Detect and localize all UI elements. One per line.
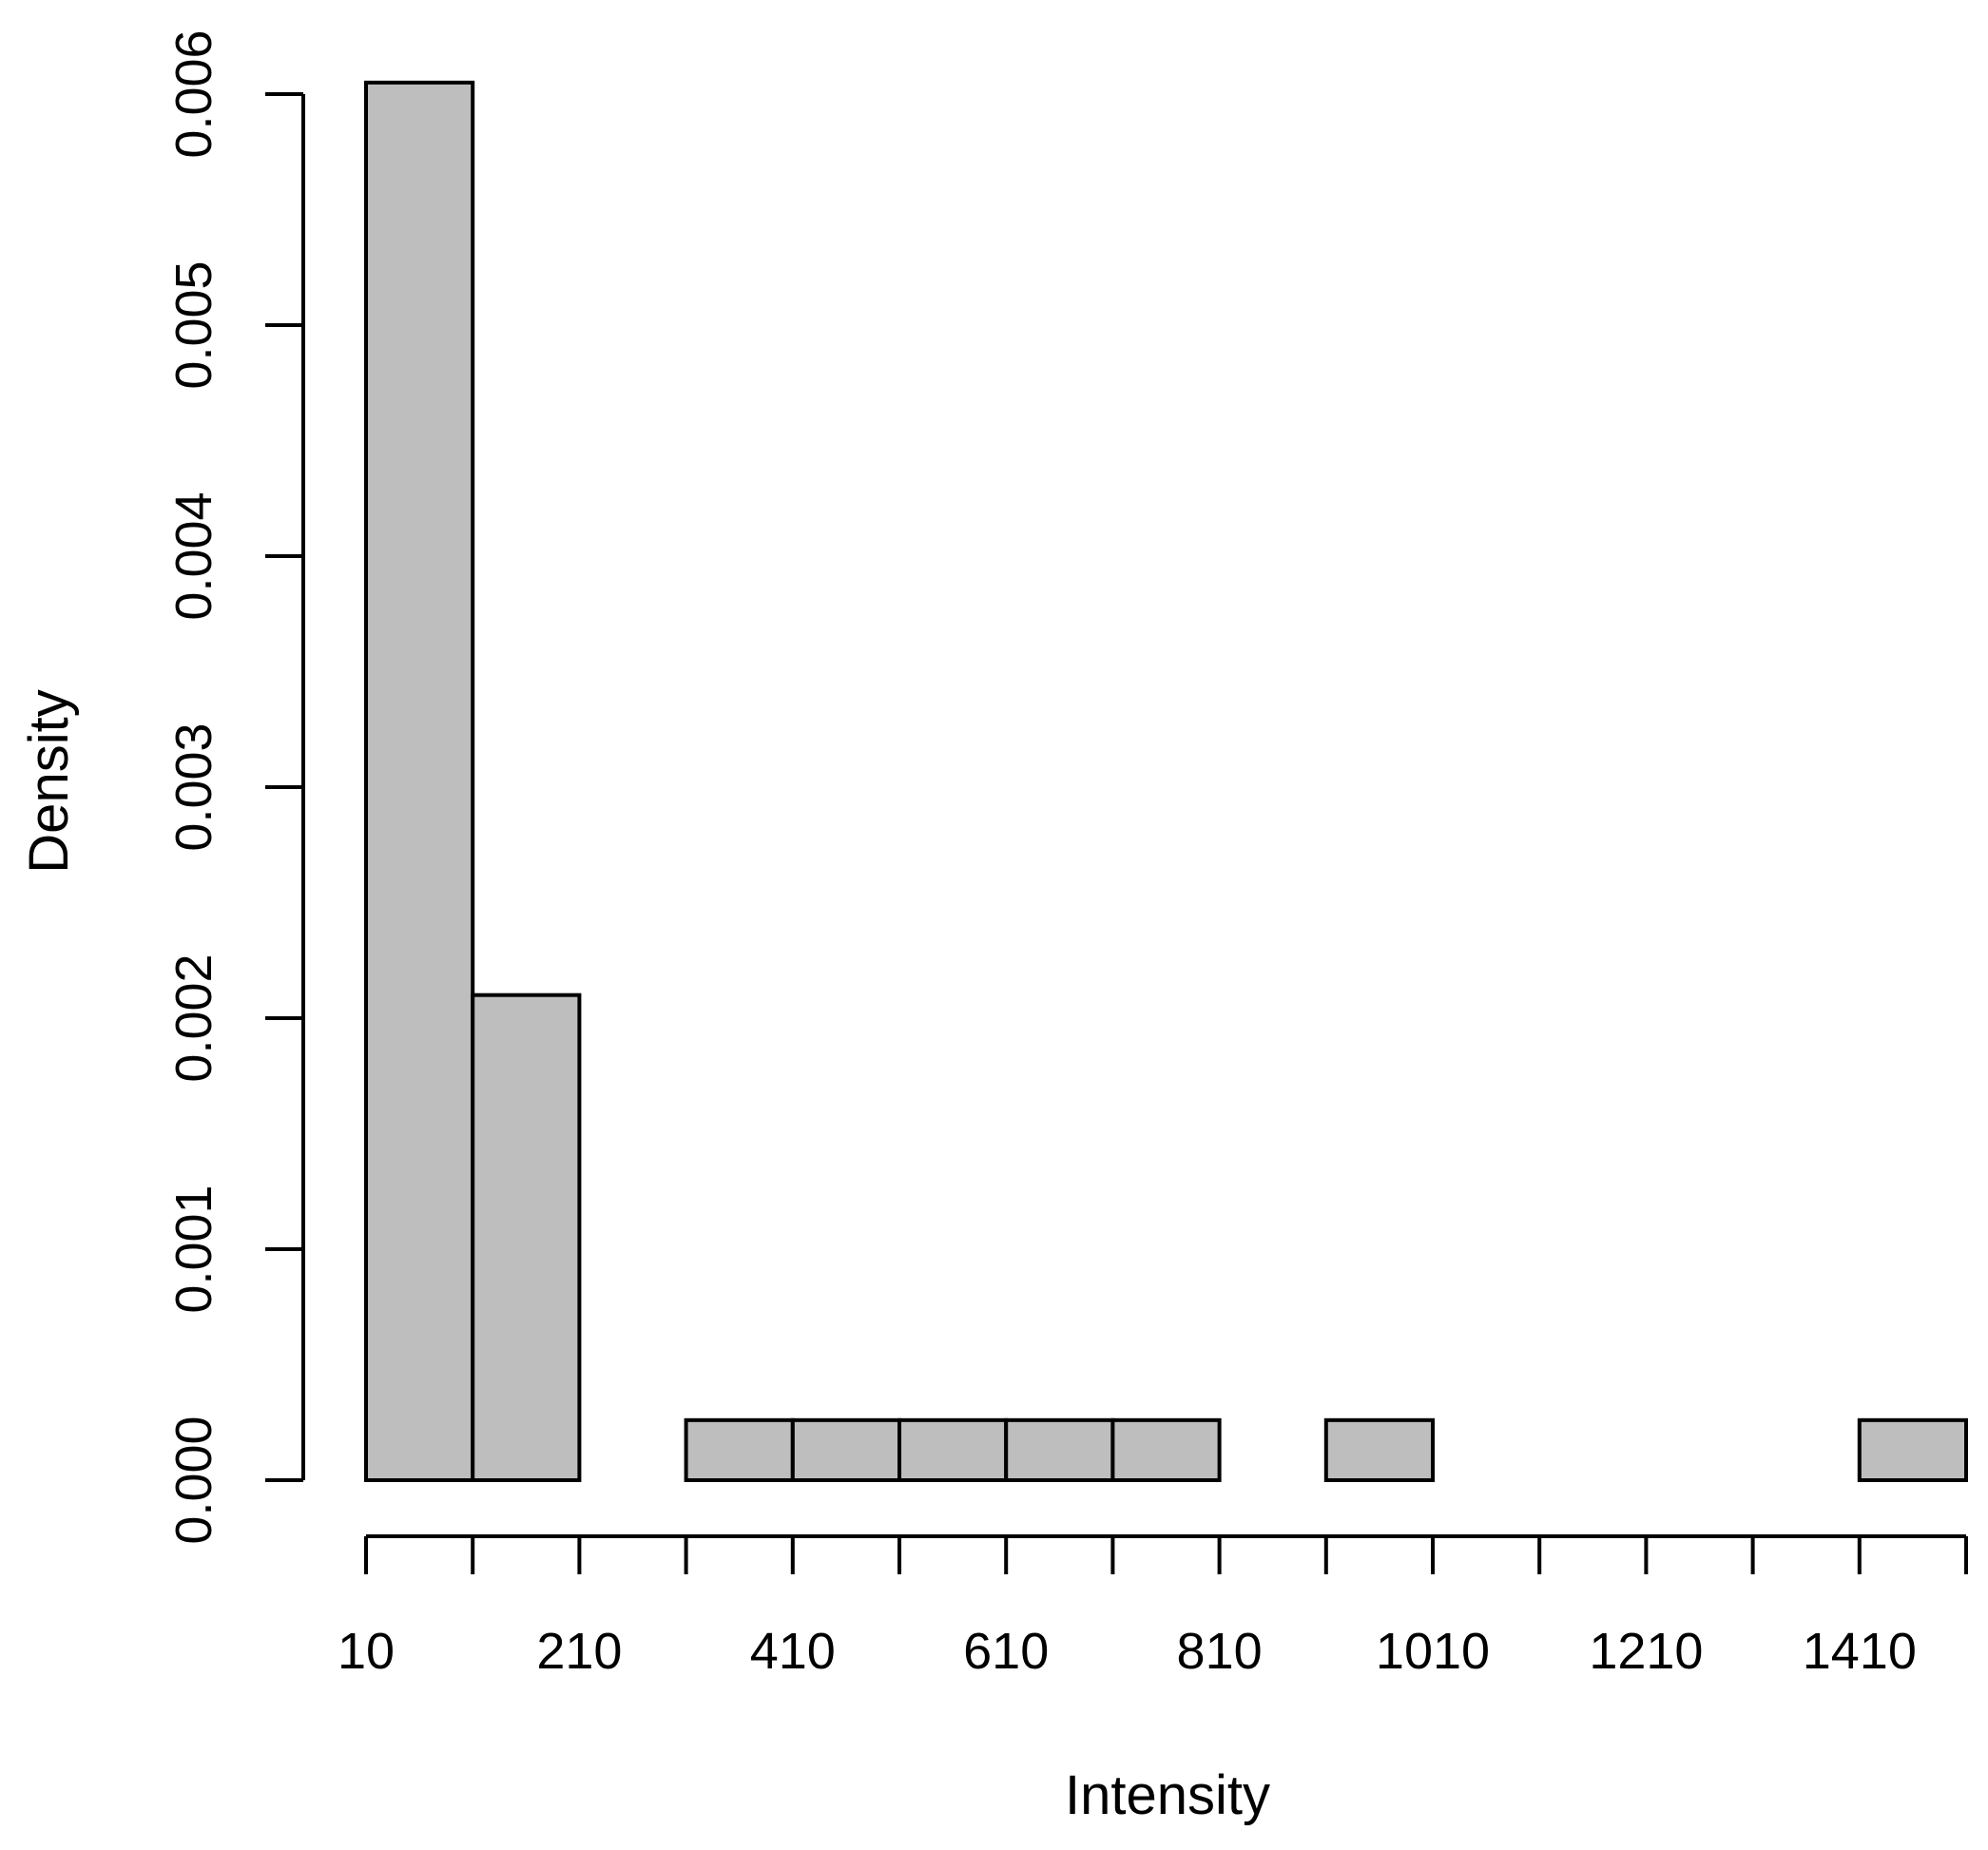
histogram-bars (364, 80, 1969, 1483)
x-tick-label: 10 (338, 1623, 395, 1680)
y-tick-label: 0.002 (165, 954, 222, 1082)
y-tick-label: 0.005 (165, 260, 222, 389)
histogram-bar (1857, 1417, 1969, 1482)
x-tick-label: 1410 (1803, 1623, 1917, 1680)
y-tick-label: 0.004 (165, 491, 222, 620)
y-tick-label: 0.003 (165, 723, 222, 851)
histogram-bar (471, 992, 582, 1482)
x-tick-label: 610 (963, 1623, 1049, 1680)
x-axis: 10 210 410 610 810 1010 1210 1410 (338, 1534, 1968, 1680)
y-axis-label: Density (18, 689, 80, 873)
histogram-bar (897, 1417, 1009, 1482)
y-tick-label: 0.000 (165, 1416, 222, 1544)
x-axis-label: Intensity (1065, 1764, 1270, 1826)
histogram-bar (1110, 1417, 1222, 1482)
histogram-bar (1323, 1417, 1436, 1482)
x-tick-label: 810 (1177, 1623, 1263, 1680)
x-tick-label: 1210 (1589, 1623, 1703, 1680)
y-tick-label: 0.001 (165, 1185, 222, 1313)
x-tick-label: 1010 (1376, 1623, 1490, 1680)
histogram-bar (1004, 1417, 1115, 1482)
histogram-bar (364, 80, 475, 1483)
histogram-bar (790, 1417, 901, 1482)
histogram-bar (684, 1417, 795, 1482)
x-tick-label: 210 (536, 1623, 622, 1680)
x-tick-label: 410 (750, 1623, 836, 1680)
y-tick-label: 0.006 (165, 29, 222, 158)
y-axis: 0.000 0.001 0.002 0.003 0.004 0.005 0.006 (165, 29, 305, 1545)
